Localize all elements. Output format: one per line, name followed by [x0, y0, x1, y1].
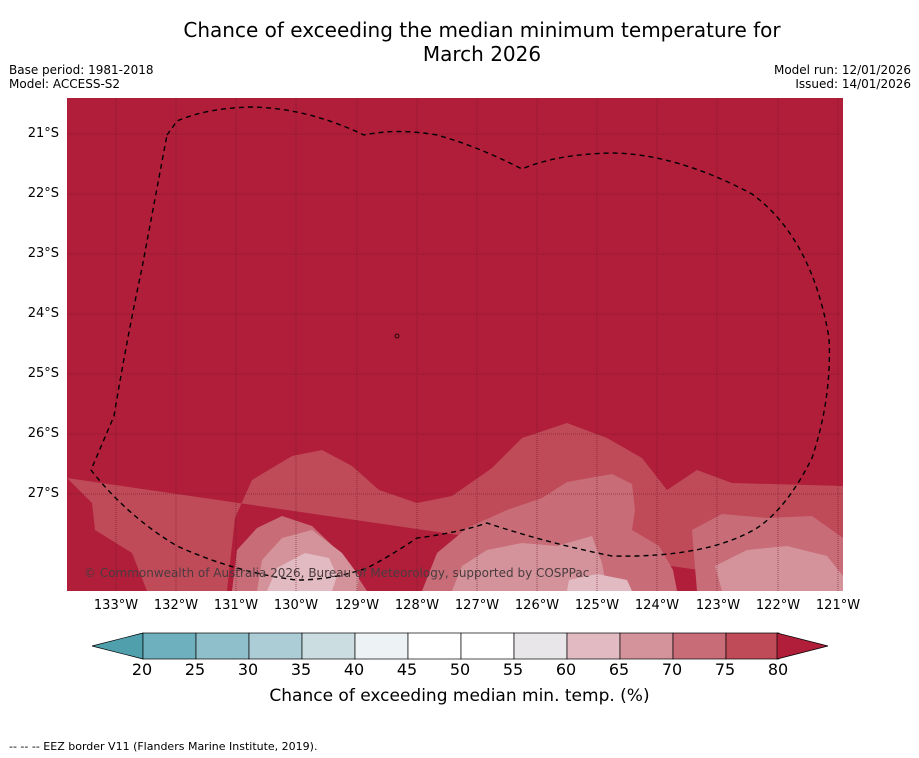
eez-legend-note: -- -- -- EEZ border V11 (Flanders Marine… — [9, 740, 318, 753]
base-period: Base period: 1981-2018 — [9, 63, 154, 77]
colorbar — [91, 632, 829, 660]
colorbar-tick: 55 — [502, 660, 524, 679]
lat-label: 23°S — [27, 246, 59, 261]
lat-label: 26°S — [27, 426, 59, 441]
lon-label: 131°W — [213, 598, 259, 613]
model-name: Model: ACCESS-S2 — [9, 77, 121, 91]
colorbar-tick: 35 — [290, 660, 312, 679]
colorbar-tick: 30 — [237, 660, 259, 679]
eez-border — [90, 106, 831, 581]
colorbar-tick: 25 — [184, 660, 206, 679]
lat-label: 21°S — [27, 126, 59, 141]
contour-65 — [257, 530, 843, 591]
colorbar-band — [142, 632, 197, 660]
colorbar-label: Chance of exceeding median min. temp. (%… — [269, 686, 650, 706]
colorbar-band — [619, 632, 674, 660]
colorbar-band — [407, 632, 462, 660]
lon-label: 125°W — [574, 598, 620, 613]
colorbar-tick: 50 — [449, 660, 471, 679]
colorbar-tick: 45 — [396, 660, 418, 679]
lat-label: 25°S — [27, 366, 59, 381]
lon-label: 127°W — [454, 598, 500, 613]
contour-70 — [232, 474, 843, 591]
colorbar-tick: 20 — [131, 660, 153, 679]
issued-date: Issued: 14/01/2026 — [795, 77, 911, 91]
lon-label: 130°W — [273, 598, 319, 613]
lon-label: 123°W — [695, 598, 741, 613]
model-run: Model run: 12/01/2026 — [773, 63, 911, 77]
lon-label: 132°W — [153, 598, 199, 613]
colorbar-arrow-high — [776, 632, 829, 660]
colorbar-band — [672, 632, 727, 660]
colorbar-tick: 60 — [555, 660, 577, 679]
lon-label: 128°W — [394, 598, 440, 613]
colorbar-band — [725, 632, 780, 660]
colorbar-tick: 75 — [714, 660, 736, 679]
forecast-map — [67, 98, 843, 591]
lon-label: 121°W — [815, 598, 861, 613]
lon-label: 124°W — [634, 598, 680, 613]
map-title: Chance of exceeding the median minimum t… — [0, 18, 919, 66]
lat-label: 27°S — [27, 486, 59, 501]
colorbar-band — [460, 632, 515, 660]
colorbar-tick: 65 — [608, 660, 630, 679]
map-title-line1: Chance of exceeding the median minimum t… — [183, 18, 781, 42]
lat-label: 24°S — [27, 306, 59, 321]
graticule — [67, 98, 843, 591]
colorbar-band — [195, 632, 250, 660]
map-title-line2: March 2026 — [422, 42, 542, 66]
colorbar-tick: 80 — [767, 660, 789, 679]
lat-label: 22°S — [27, 186, 59, 201]
copyright-notice: © Commonwealth of Australia 2026, Bureau… — [84, 566, 590, 580]
colorbar-band — [248, 632, 303, 660]
meta-left: Base period: 1981-2018 Model: ACCESS-S2 — [9, 63, 154, 91]
lon-label: 133°W — [93, 598, 139, 613]
meta-right: Model run: 12/01/2026 Issued: 14/01/2026 — [774, 63, 911, 91]
lon-label: 122°W — [755, 598, 801, 613]
contour-60 — [267, 553, 632, 591]
colorbar-tick: 70 — [661, 660, 683, 679]
colorbar-arrow-low — [91, 632, 144, 660]
colorbar-band — [354, 632, 409, 660]
lon-label: 129°W — [334, 598, 380, 613]
colorbar-band — [566, 632, 621, 660]
colorbar-band — [513, 632, 568, 660]
island-marker — [394, 333, 400, 339]
lon-label: 126°W — [514, 598, 560, 613]
colorbar-band — [301, 632, 356, 660]
colorbar-tick: 40 — [343, 660, 365, 679]
